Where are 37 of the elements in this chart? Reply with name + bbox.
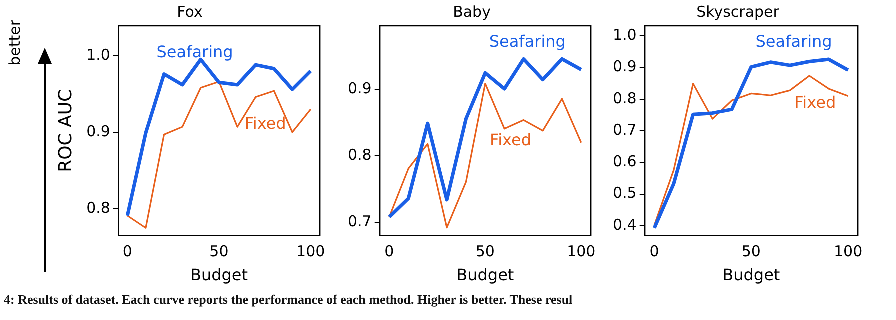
text: 4: Results of dataset. Each curve reports the performance of each method. Higher is better. These resul [4, 292, 573, 308]
x-axis-title: Budget [456, 266, 514, 285]
series-label: Seafaring [756, 32, 832, 51]
x-tick-label: 100 [296, 242, 326, 261]
series-label: Seafaring [489, 32, 566, 51]
y-tick-label: 0.8 [86, 198, 110, 217]
y-tick-label: 0.9 [86, 122, 110, 140]
chart-title: Fox [177, 2, 203, 21]
chart-title: Baby [453, 2, 492, 21]
x-tick-label: 50 [742, 242, 761, 261]
y-tick-label: 1.0 [86, 46, 110, 64]
y-tick-label: 0.6 [612, 152, 637, 171]
x-tick-label: 100 [567, 242, 596, 261]
series-label: Fixed [490, 130, 532, 150]
y-tick-label: 0.5 [612, 184, 637, 202]
y-tick-label: 0.7 [348, 212, 372, 230]
y-tick-label: 0.8 [348, 146, 372, 164]
x-tick-label: 50 [210, 242, 229, 261]
chart-title: Skyscraper [696, 2, 780, 21]
x-tick-label: 0 [650, 242, 660, 261]
series-label: Fixed [244, 114, 286, 133]
series-label: Seafaring [156, 42, 234, 62]
series-label: Fixed [794, 92, 836, 112]
x-tick-label: 50 [476, 242, 495, 261]
x-axis-title: Budget [190, 266, 248, 285]
x-tick-label: 0 [122, 242, 132, 261]
y-tick-label: 0.4 [612, 216, 637, 234]
x-axis-title: Budget [722, 266, 780, 285]
y-axis-title: ROC AUC [55, 89, 76, 172]
x-tick-label: 100 [834, 242, 863, 261]
y-tick-label: 0.9 [612, 58, 637, 76]
y-tick-label: 0.7 [612, 120, 637, 139]
y-tick-label: 0.9 [348, 80, 372, 98]
y-tick-label: 0.8 [612, 89, 637, 108]
y-tick-label: 1.0 [612, 26, 637, 44]
x-tick-label: 0 [384, 242, 394, 261]
text: better [5, 20, 25, 66]
